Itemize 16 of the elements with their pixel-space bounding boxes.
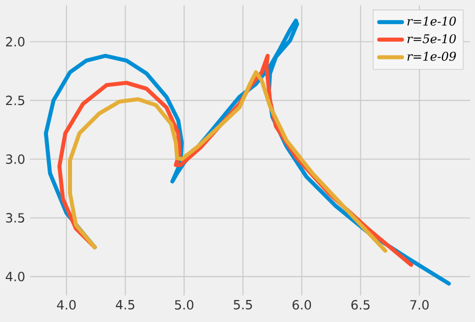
- x-tick-label: 4.5: [116, 300, 134, 310]
- y-tick-label: 3.5: [6, 213, 24, 223]
- legend-label: r=1e-10: [407, 16, 456, 26]
- legend-label: r=5e-10: [407, 34, 456, 44]
- y-tick-label: 3.0: [6, 154, 24, 164]
- x-tick-label: 5.5: [234, 300, 252, 310]
- x-tick-label: 7.0: [410, 300, 429, 310]
- x-tick-label: 4.0: [57, 300, 76, 310]
- x-tick-label: 6.0: [292, 300, 311, 310]
- y-tick-label: 4.0: [6, 272, 24, 282]
- x-tick-label: 5.0: [175, 300, 194, 310]
- line-series: [68, 70, 388, 253]
- legend-label: r=1e-09: [407, 52, 456, 61]
- y-tick-label: 2.0: [6, 36, 24, 47]
- x-tick-label: 6.5: [351, 300, 370, 310]
- y-tick-label: 2.5: [6, 96, 24, 106]
